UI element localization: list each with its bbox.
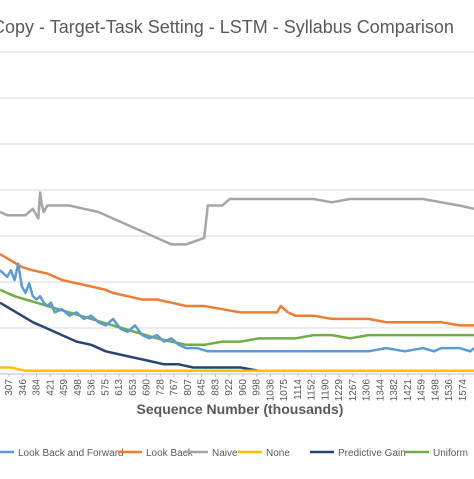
x-tick-label: 536 bbox=[87, 379, 98, 396]
x-tick-label: 922 bbox=[224, 379, 235, 396]
x-tick-label: 498 bbox=[73, 379, 84, 396]
x-tick-label: 1306 bbox=[362, 379, 373, 402]
x-tick-label: 346 bbox=[18, 379, 29, 396]
x-tick-label: 807 bbox=[183, 379, 194, 396]
series-line-look-back bbox=[0, 253, 474, 327]
grid bbox=[0, 51, 474, 375]
x-tick-label: 1459 bbox=[417, 379, 428, 402]
x-tick-label: 1114 bbox=[293, 379, 304, 400]
series-line-look-back-and-forward bbox=[0, 262, 474, 353]
x-tick-label: 1190 bbox=[320, 379, 331, 401]
x-tick-label: 1036 bbox=[265, 379, 276, 402]
x-tick-label: 998 bbox=[252, 379, 263, 396]
x-tick-label: 767 bbox=[169, 379, 180, 396]
x-tick-label: 1344 bbox=[375, 379, 386, 402]
legend-label-none: None bbox=[266, 448, 290, 459]
x-tick-label: 883 bbox=[210, 379, 221, 396]
x-tick-label: 307 bbox=[4, 379, 15, 396]
x-tick-label: 1498 bbox=[430, 379, 441, 402]
series-line-none bbox=[0, 366, 474, 373]
x-tick-label: 1574 bbox=[458, 379, 469, 402]
x-tick-label: 613 bbox=[114, 379, 125, 396]
x-tick-label: 653 bbox=[128, 379, 139, 396]
chart-title: Copy - Target-Task Setting - LSTM - Syll… bbox=[0, 17, 454, 37]
x-tick-label: 384 bbox=[32, 379, 43, 396]
x-tick-label: 1382 bbox=[389, 379, 400, 402]
x-tick-label: 421 bbox=[45, 379, 56, 396]
legend-label-predictive-gain: Predictive Gain bbox=[338, 448, 406, 459]
x-axis: 307 346 384 421 459 498 536 575 613 653 690 728 767 8… bbox=[4, 374, 469, 401]
x-tick-label: 1229 bbox=[334, 379, 345, 402]
legend-label-look-back: Look Back bbox=[146, 448, 194, 459]
series-line-uniform bbox=[0, 288, 474, 347]
x-tick-label: 1536 bbox=[444, 379, 455, 402]
x-tick-label: 1152 bbox=[307, 379, 318, 401]
x-tick-label: 575 bbox=[100, 379, 111, 396]
x-tick-label: 1421 bbox=[403, 379, 414, 402]
x-axis-title: Sequence Number (thousands) bbox=[137, 401, 344, 417]
x-tick-label: 690 bbox=[142, 379, 153, 396]
series-line-naive bbox=[0, 191, 474, 246]
legend-label-look-back-and-forward: Look Back and Forward bbox=[18, 448, 124, 459]
legend: Look Back and Forward Look Back Naive None P… bbox=[0, 448, 468, 459]
legend-label-uniform: Uniform bbox=[433, 448, 468, 459]
x-tick-label: 1075 bbox=[279, 379, 290, 402]
series-layer bbox=[0, 191, 474, 373]
x-tick-label: 459 bbox=[59, 379, 70, 396]
x-tick-label: 845 bbox=[197, 379, 208, 396]
x-tick-label: 960 bbox=[238, 379, 249, 396]
x-tick-label: 728 bbox=[155, 379, 166, 396]
x-tick-label: 1267 bbox=[348, 379, 359, 402]
legend-label-naive: Naive bbox=[212, 448, 238, 459]
